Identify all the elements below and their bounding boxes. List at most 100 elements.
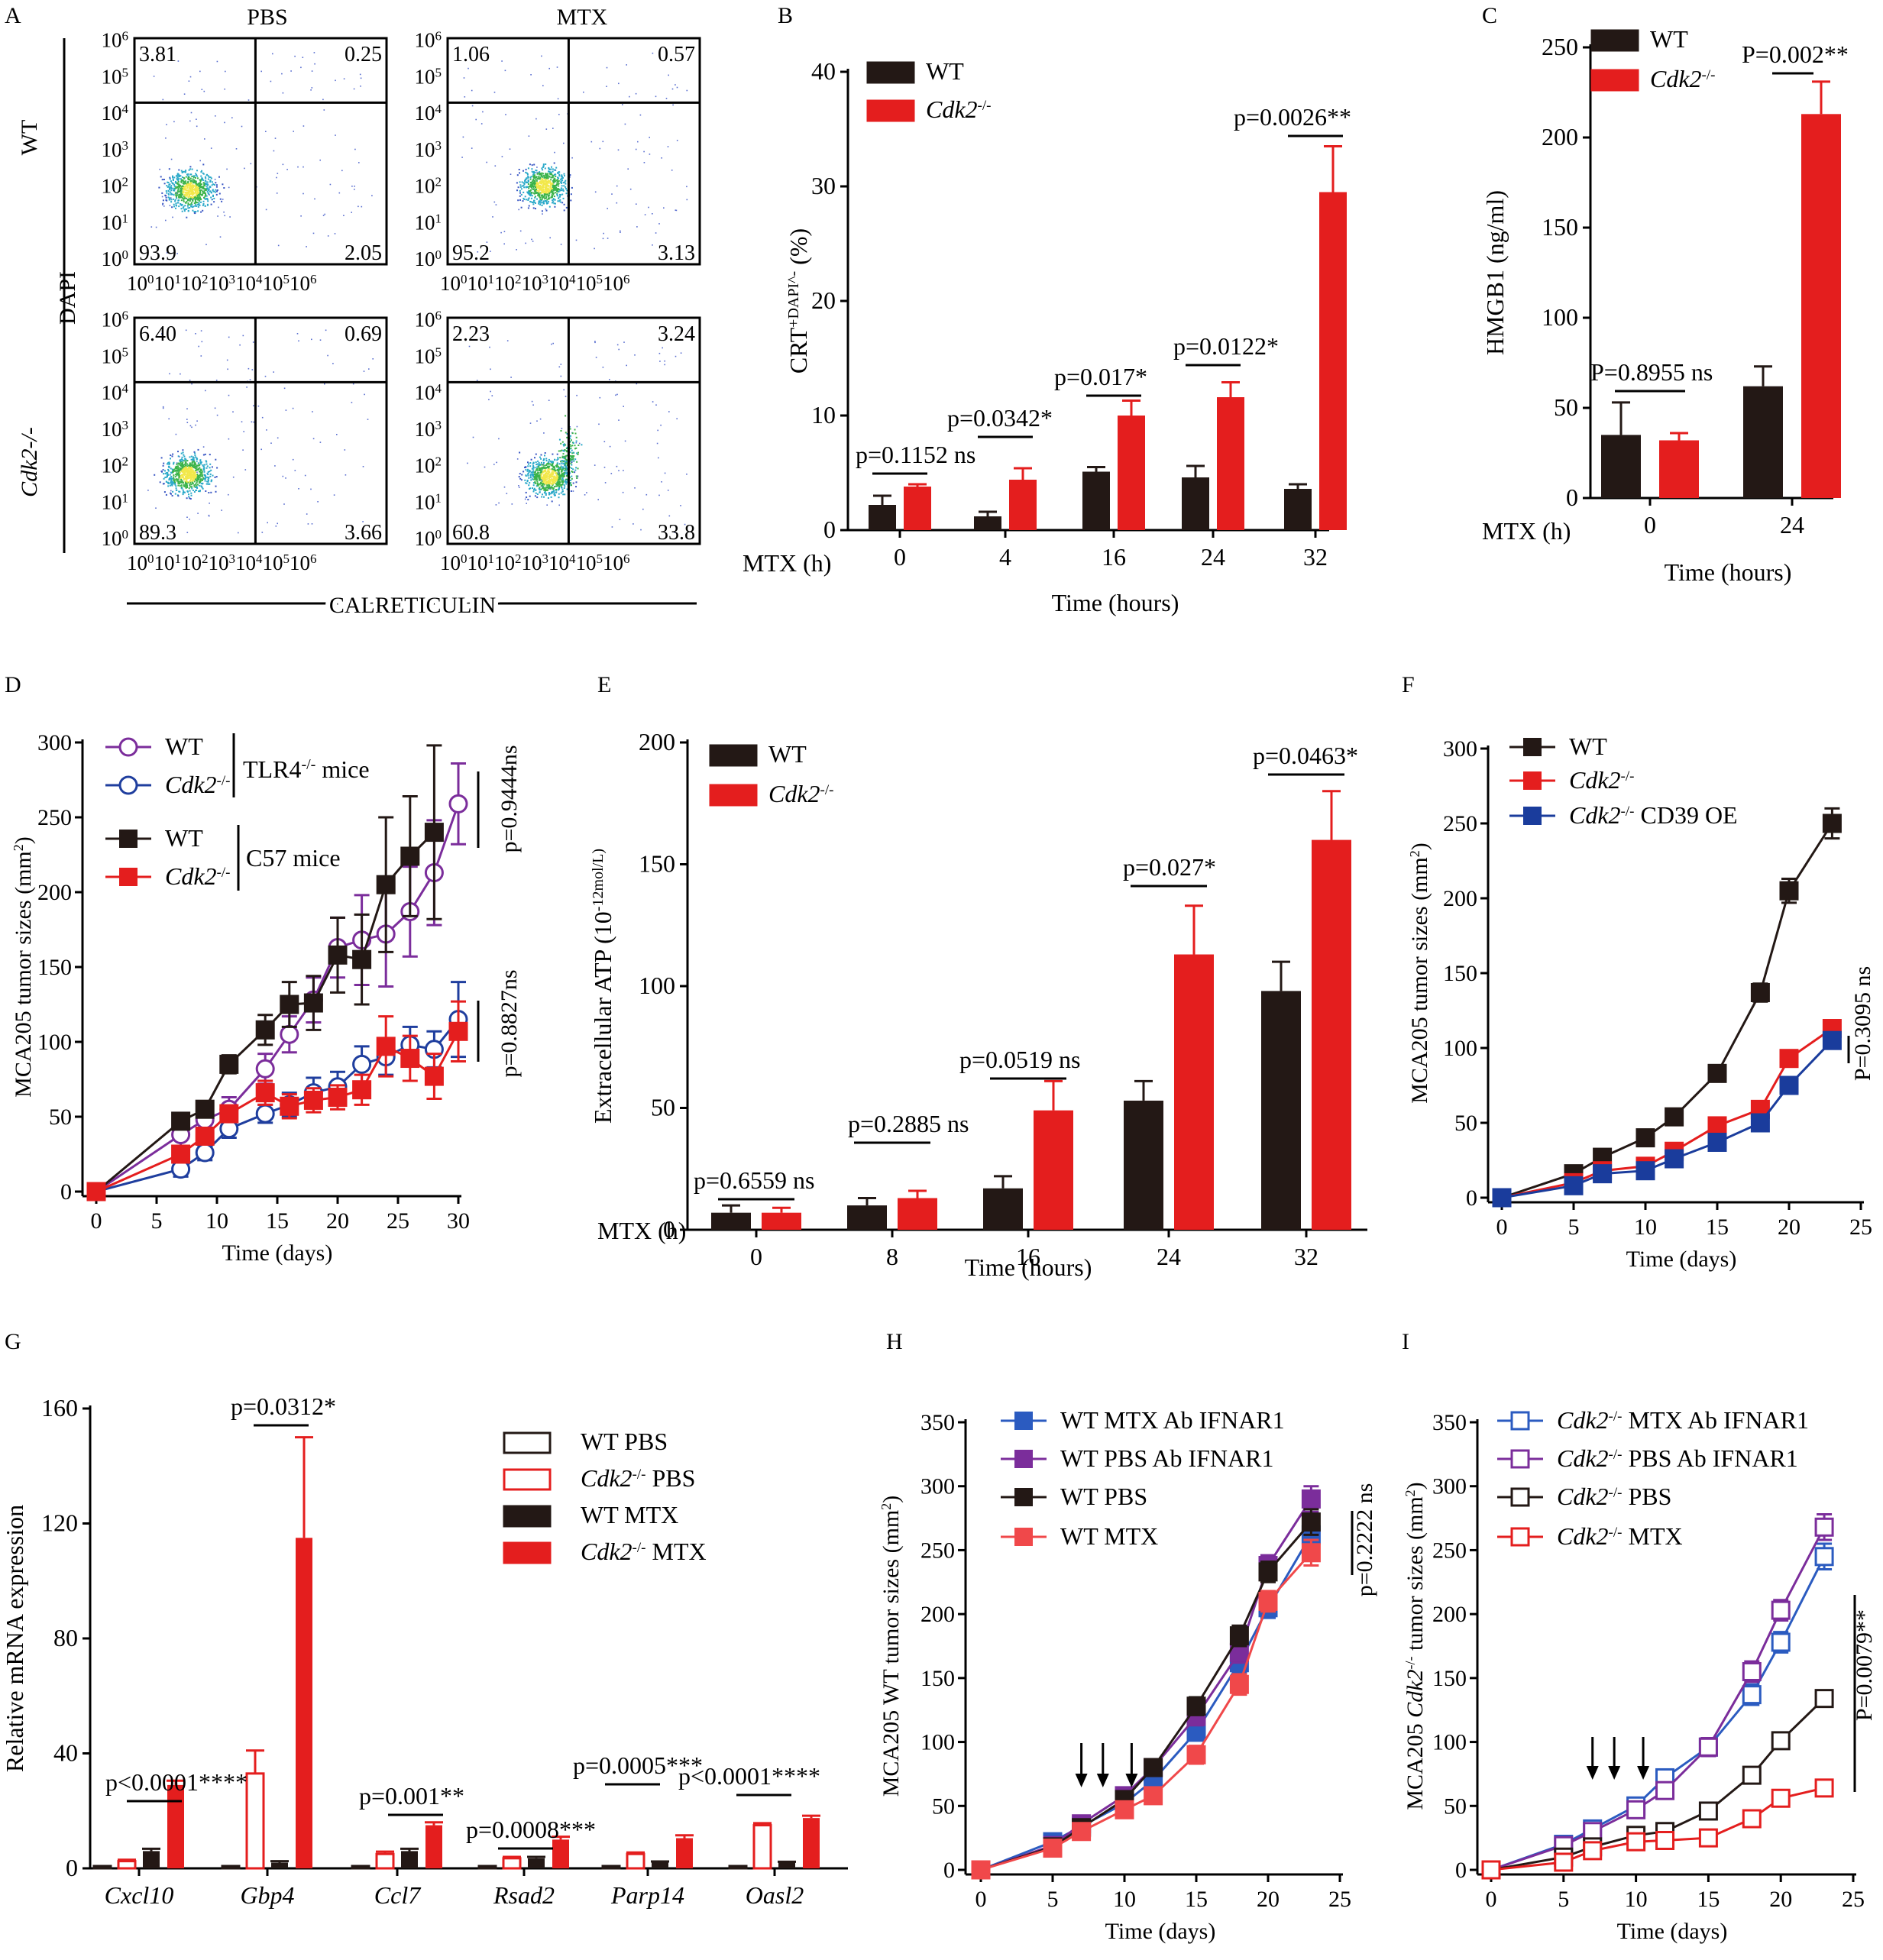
flow-dot bbox=[167, 463, 168, 465]
flow-dot bbox=[228, 336, 230, 338]
flow-dot bbox=[158, 186, 160, 189]
y-tick-label: 150 bbox=[1542, 213, 1578, 241]
flow-dot bbox=[195, 490, 197, 491]
flow-dot bbox=[637, 141, 639, 143]
flow-dot bbox=[530, 191, 532, 193]
flow-dot bbox=[170, 475, 173, 477]
flow-dot bbox=[176, 179, 179, 181]
flow-dot bbox=[550, 173, 552, 175]
flow-dot bbox=[555, 478, 557, 480]
flow-dot bbox=[191, 206, 193, 209]
flow-dot bbox=[577, 454, 579, 455]
x-axis-title: Time (hours) bbox=[1665, 558, 1792, 586]
flow-dot bbox=[178, 199, 180, 202]
flow-dot bbox=[551, 461, 553, 464]
flow-dot bbox=[519, 184, 522, 186]
flow-dot bbox=[540, 192, 542, 195]
flow-dot bbox=[538, 476, 540, 477]
flow-dot bbox=[186, 419, 188, 420]
flow-dot bbox=[188, 193, 190, 196]
flow-dot bbox=[184, 458, 186, 460]
flow-dot bbox=[364, 393, 365, 396]
flow-dot bbox=[176, 466, 178, 468]
flow-dot bbox=[191, 426, 193, 429]
flow-dot bbox=[542, 459, 545, 461]
flow-dot bbox=[168, 198, 170, 200]
flow-dot bbox=[528, 187, 530, 189]
flow-dot bbox=[599, 396, 601, 399]
flow-dot bbox=[209, 483, 211, 485]
flow-dot bbox=[169, 474, 171, 476]
flow-dot bbox=[182, 465, 184, 467]
flow-dot bbox=[620, 231, 621, 233]
flow-dot bbox=[191, 194, 193, 196]
flow-dot bbox=[548, 480, 549, 483]
flow-dot bbox=[531, 186, 532, 189]
flow-dot bbox=[530, 184, 532, 186]
flow-dot bbox=[170, 158, 173, 160]
flow-dot bbox=[193, 205, 195, 208]
flow-dot bbox=[180, 459, 181, 461]
legend-item-label: Cdk2-/- MTX Ab IFNAR1 bbox=[1557, 1406, 1809, 1434]
flow-dot bbox=[188, 464, 190, 467]
flow-dot bbox=[186, 532, 189, 533]
flow-xtick-label: 10 bbox=[522, 272, 542, 295]
flow-dot bbox=[192, 178, 194, 180]
flow-dot bbox=[215, 458, 217, 461]
flow-dot bbox=[548, 180, 551, 183]
flow-xtick-exponent: 6 bbox=[623, 551, 630, 566]
flow-dot bbox=[267, 522, 268, 524]
flow-dot bbox=[548, 492, 550, 494]
flow-dot bbox=[215, 182, 217, 184]
flow-dot bbox=[493, 92, 496, 93]
flow-xtick-exponent: 6 bbox=[310, 551, 317, 566]
flow-dot bbox=[535, 176, 536, 179]
bar bbox=[1312, 839, 1351, 1230]
flow-dot bbox=[169, 176, 171, 179]
flow-dot bbox=[545, 476, 548, 478]
flow-dot bbox=[193, 480, 196, 483]
flow-dot bbox=[177, 60, 180, 62]
y-tick-label: 350 bbox=[1432, 1410, 1467, 1435]
flow-dot bbox=[180, 480, 182, 483]
flow-dot bbox=[570, 439, 572, 441]
flow-dot bbox=[611, 193, 613, 195]
flow-dot bbox=[539, 477, 541, 479]
flow-dot bbox=[562, 189, 565, 192]
flow-dot bbox=[565, 396, 567, 397]
flow-dot bbox=[204, 189, 206, 191]
flow-dot bbox=[210, 479, 212, 481]
flow-dot bbox=[184, 474, 186, 476]
flow-dot bbox=[570, 193, 572, 196]
flow-dot bbox=[205, 463, 208, 465]
flow-dot bbox=[529, 190, 531, 192]
flow-dot bbox=[542, 481, 545, 484]
flow-dot bbox=[555, 477, 558, 480]
flow-dot bbox=[566, 475, 568, 477]
flow-dot bbox=[535, 186, 538, 188]
flow-dot bbox=[556, 195, 558, 197]
data-point bbox=[195, 1126, 215, 1146]
flow-dot bbox=[189, 483, 191, 485]
text-span: Cdk2 bbox=[1557, 1406, 1609, 1434]
flow-dot bbox=[529, 176, 532, 179]
flow-dot bbox=[557, 181, 559, 183]
flow-dot bbox=[549, 187, 552, 189]
flow-dot bbox=[535, 477, 538, 479]
flow-dot bbox=[539, 456, 541, 458]
flow-dot bbox=[184, 186, 186, 188]
flow-dot bbox=[277, 244, 280, 247]
flow-dot bbox=[565, 192, 568, 195]
flow-dot bbox=[557, 172, 559, 174]
flow-dot bbox=[274, 137, 277, 139]
flow-dot bbox=[571, 475, 573, 477]
flow-dot bbox=[538, 191, 540, 193]
flow-dot bbox=[188, 183, 190, 185]
flow-dot bbox=[555, 494, 556, 496]
bar bbox=[351, 1865, 370, 1870]
data-point bbox=[1665, 1149, 1684, 1169]
flow-dot bbox=[536, 473, 539, 475]
flow-dot bbox=[200, 474, 202, 476]
